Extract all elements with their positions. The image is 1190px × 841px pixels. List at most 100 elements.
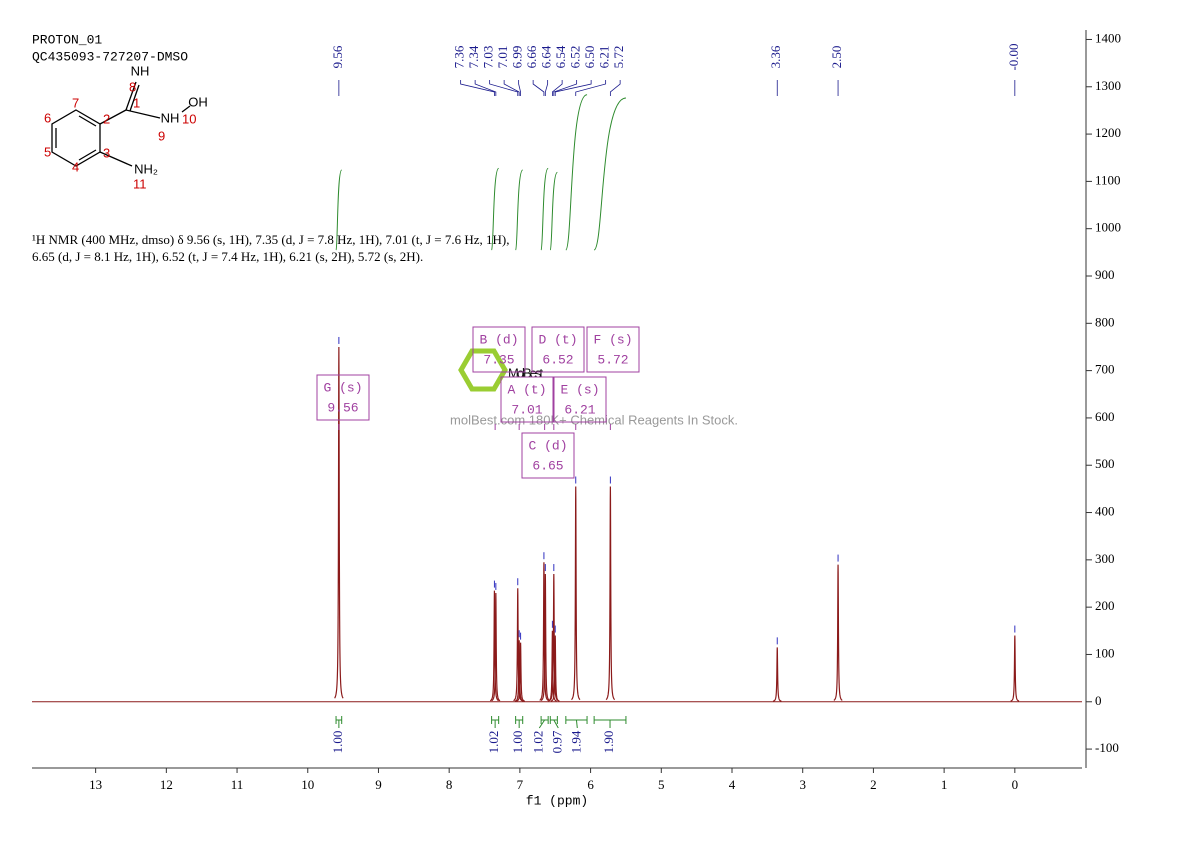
x-tick-label: 5	[658, 777, 665, 792]
bond	[129, 84, 140, 112]
multiplet-label: C (d)	[528, 438, 567, 453]
integral-label: 1.02	[530, 731, 545, 754]
multiplet-box	[531, 326, 585, 373]
peak-label: 3.36	[768, 45, 783, 68]
multiplet-shift: 6.65	[532, 458, 563, 473]
integral-label: 1.90	[601, 731, 616, 754]
integral-curve	[335, 169, 343, 251]
peak-leader	[503, 80, 520, 96]
peak-label: 6.99	[510, 46, 525, 69]
y-tick-label: 600	[1095, 409, 1115, 424]
multiplet-box	[500, 376, 554, 423]
bond	[125, 109, 161, 119]
x-tick-label: 6	[587, 777, 594, 792]
peak-leader	[518, 80, 521, 96]
peak-label: 6.50	[582, 46, 597, 69]
y-tick-label: 100	[1095, 645, 1115, 660]
multiplet-label: D (t)	[538, 332, 577, 347]
watermark: MolBest molBest.com 180K+ Chemical Reagen…	[450, 348, 738, 427]
multiplet-box	[553, 376, 607, 423]
integral-curve	[593, 97, 627, 251]
multiplet-label: B (d)	[479, 332, 518, 347]
peak-label: 6.52	[568, 46, 583, 69]
integral-leader	[538, 719, 546, 729]
peak	[539, 562, 549, 701]
integral-label: 1.94	[568, 730, 583, 753]
peak-label: 7.34	[466, 45, 481, 68]
chart-title: PROTON_01	[32, 32, 102, 47]
peak-leader	[544, 80, 549, 96]
multiplet-box	[521, 432, 575, 479]
y-tick-label: 400	[1095, 504, 1115, 519]
x-tick-label: 9	[375, 777, 382, 792]
peak-label: 2.50	[829, 46, 844, 69]
x-tick-label: 3	[799, 777, 806, 792]
atom-number: 6	[44, 110, 51, 125]
atom-label: OH	[188, 94, 208, 109]
y-tick-label: -100	[1095, 740, 1119, 755]
atom-number: 11	[133, 176, 147, 191]
integral-curve	[549, 171, 558, 251]
x-tick-label: 0	[1012, 777, 1019, 792]
atom-number: 9	[158, 128, 165, 143]
peak-label: -0.00	[1006, 43, 1021, 70]
peak-label: 7.03	[481, 46, 496, 69]
peak	[605, 486, 616, 701]
peak-leader	[552, 80, 563, 96]
atom-labels: NH NH OH NH₂	[131, 63, 208, 176]
description: ¹H NMR (400 MHz, dmso) δ 9.56 (s, 1H), 7…	[32, 232, 509, 247]
atom-number: 10	[182, 111, 196, 126]
x-tick-label: 11	[231, 777, 244, 792]
description: 6.65 (d, J = 8.1 Hz, 1H), 6.52 (t, J = 7…	[32, 249, 423, 264]
atom-label: NH₂	[134, 161, 158, 176]
peak	[540, 574, 550, 702]
peak	[1010, 635, 1020, 702]
peak-label: 6.54	[553, 45, 568, 68]
integral-label: 0.97	[549, 730, 564, 753]
peak	[550, 635, 560, 702]
integral-leader	[575, 719, 578, 729]
y-tick-label: 800	[1095, 314, 1115, 329]
atom-number: 1	[133, 95, 140, 110]
bond	[181, 105, 191, 113]
peak	[489, 590, 499, 702]
atom-number: 3	[103, 145, 110, 160]
multiplet-box	[316, 374, 370, 421]
bond	[99, 151, 133, 167]
multiplet-label: E (s)	[560, 382, 599, 397]
peak-label: 6.66	[524, 45, 539, 68]
peak-leader	[554, 80, 592, 96]
peak-label: 5.72	[611, 46, 626, 69]
x-tick-label: 8	[446, 777, 453, 792]
x-tick-label: 4	[729, 777, 736, 792]
integral-curve	[515, 169, 524, 251]
bond	[125, 81, 137, 111]
watermark-icon	[458, 348, 508, 392]
x-tick-label: 13	[89, 777, 102, 792]
peak	[513, 588, 523, 702]
peak	[514, 640, 524, 702]
multiplet-label: G (s)	[323, 380, 362, 395]
multiplet-label: A (t)	[507, 382, 546, 397]
y-tick-label: 500	[1095, 456, 1115, 471]
watermark-logo: MolBest	[508, 365, 543, 380]
y-tick-label: 1300	[1095, 78, 1121, 93]
atom-label: NH	[131, 63, 150, 78]
x-tick-label: 2	[870, 777, 877, 792]
bond	[99, 109, 127, 125]
peak-label: 7.36	[452, 45, 467, 68]
y-tick-label: 1100	[1095, 172, 1121, 187]
peak-leader	[553, 80, 578, 96]
x-tick-label: 7	[517, 777, 524, 792]
peak	[571, 486, 581, 701]
bond	[78, 115, 97, 127]
atom-label: NH	[161, 110, 180, 125]
multiplet-shift: 7.01	[511, 402, 542, 417]
y-tick-label: 300	[1095, 551, 1115, 566]
peak-label: 6.21	[597, 46, 612, 69]
y-tick-label: 900	[1095, 267, 1115, 282]
chart-subtitle: QC435093-727207-DMSO	[32, 49, 188, 64]
atom-number: 8	[129, 79, 136, 94]
multiplet-shift: 9.56	[327, 400, 358, 415]
